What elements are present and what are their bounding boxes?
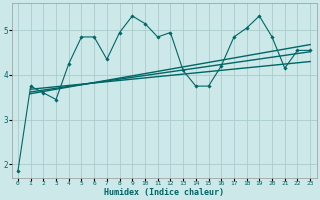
X-axis label: Humidex (Indice chaleur): Humidex (Indice chaleur) [104,188,224,197]
